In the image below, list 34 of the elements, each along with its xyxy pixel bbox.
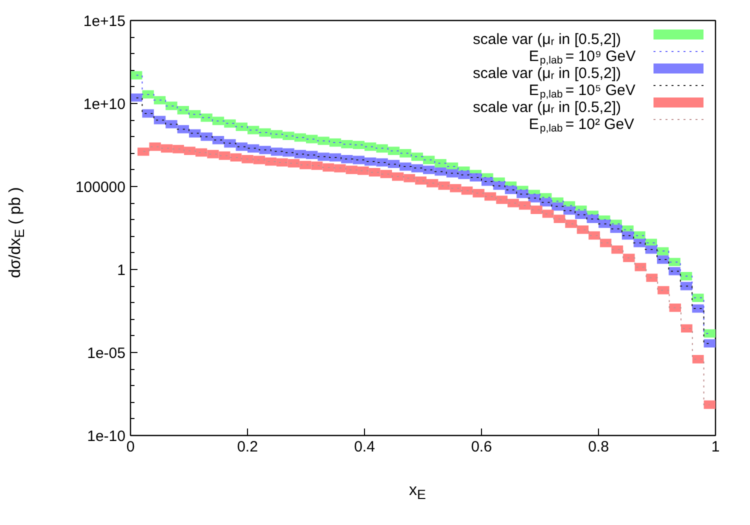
bar [692, 354, 704, 364]
bar [130, 71, 142, 80]
bar [658, 286, 670, 294]
y-tick-label: 100000 [75, 179, 126, 196]
x-tick-label: 0.6 [471, 438, 492, 456]
bar [680, 324, 692, 333]
bar [680, 282, 692, 290]
x-axis-title: x$_{E}$ [408, 482, 427, 504]
x-tick-label: 0 [126, 438, 135, 456]
bar [692, 304, 704, 313]
bar [657, 247, 669, 256]
bar [704, 400, 716, 409]
x-tick-label: 0.8 [588, 438, 609, 456]
bar [704, 329, 716, 338]
bar [669, 304, 681, 312]
legend-label: scale var (μᵣ in [0.5,2]) [472, 65, 622, 82]
x-tick-label: 0.4 [354, 438, 375, 456]
bar [668, 267, 680, 276]
y-tick-label: 1e-10 [87, 428, 126, 445]
bar [692, 294, 704, 302]
bar [680, 272, 692, 280]
y-tick-label: 1 [117, 262, 126, 279]
bar [623, 254, 635, 262]
y-tick-label: 1e+10 [83, 96, 126, 113]
legend-label: scale var (μᵣ in [0.5,2]) [472, 31, 622, 48]
bar [668, 258, 680, 266]
y-tick-label: 1e+15 [83, 13, 126, 30]
legend-label: scale var (μᵣ in [0.5,2]) [472, 99, 622, 116]
x-tick-label: 0.2 [237, 438, 258, 456]
bar [704, 339, 716, 348]
bar [646, 274, 658, 282]
x-tick-label: 1 [711, 438, 720, 456]
y-tick-label: 1e-05 [87, 345, 126, 362]
bar [657, 255, 669, 264]
